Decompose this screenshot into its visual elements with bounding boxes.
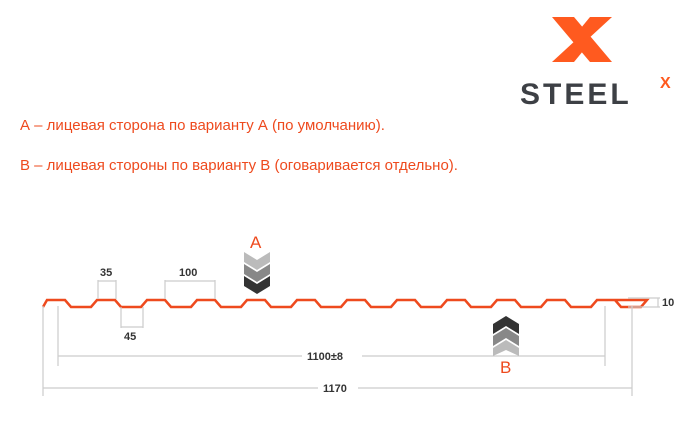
- dim-full-width: 1170: [323, 383, 347, 395]
- dim-useful-width: 1100±8: [307, 351, 343, 363]
- dim-crest: 35: [100, 267, 112, 279]
- logo-superscript: X: [660, 75, 671, 92]
- note-face-a: А – лицевая сторона по варианту А (по ум…: [20, 117, 385, 134]
- steelx-logo: STEEL X: [520, 17, 671, 111]
- chevron-up-icon: [493, 316, 519, 356]
- dim-pitch: 100: [179, 267, 197, 279]
- face-a-label: A: [250, 233, 262, 252]
- dim-height: 10: [662, 297, 674, 309]
- dimension-lines: [42, 280, 660, 396]
- note-face-b: В – лицевая стороны по варианту В (огова…: [20, 157, 458, 174]
- dim-trough: 45: [124, 331, 136, 343]
- logo-text: STEEL: [520, 78, 632, 111]
- corrugated-profile: [41, 298, 650, 309]
- chevron-down-icon: [244, 252, 270, 294]
- face-b-label: B: [500, 358, 511, 377]
